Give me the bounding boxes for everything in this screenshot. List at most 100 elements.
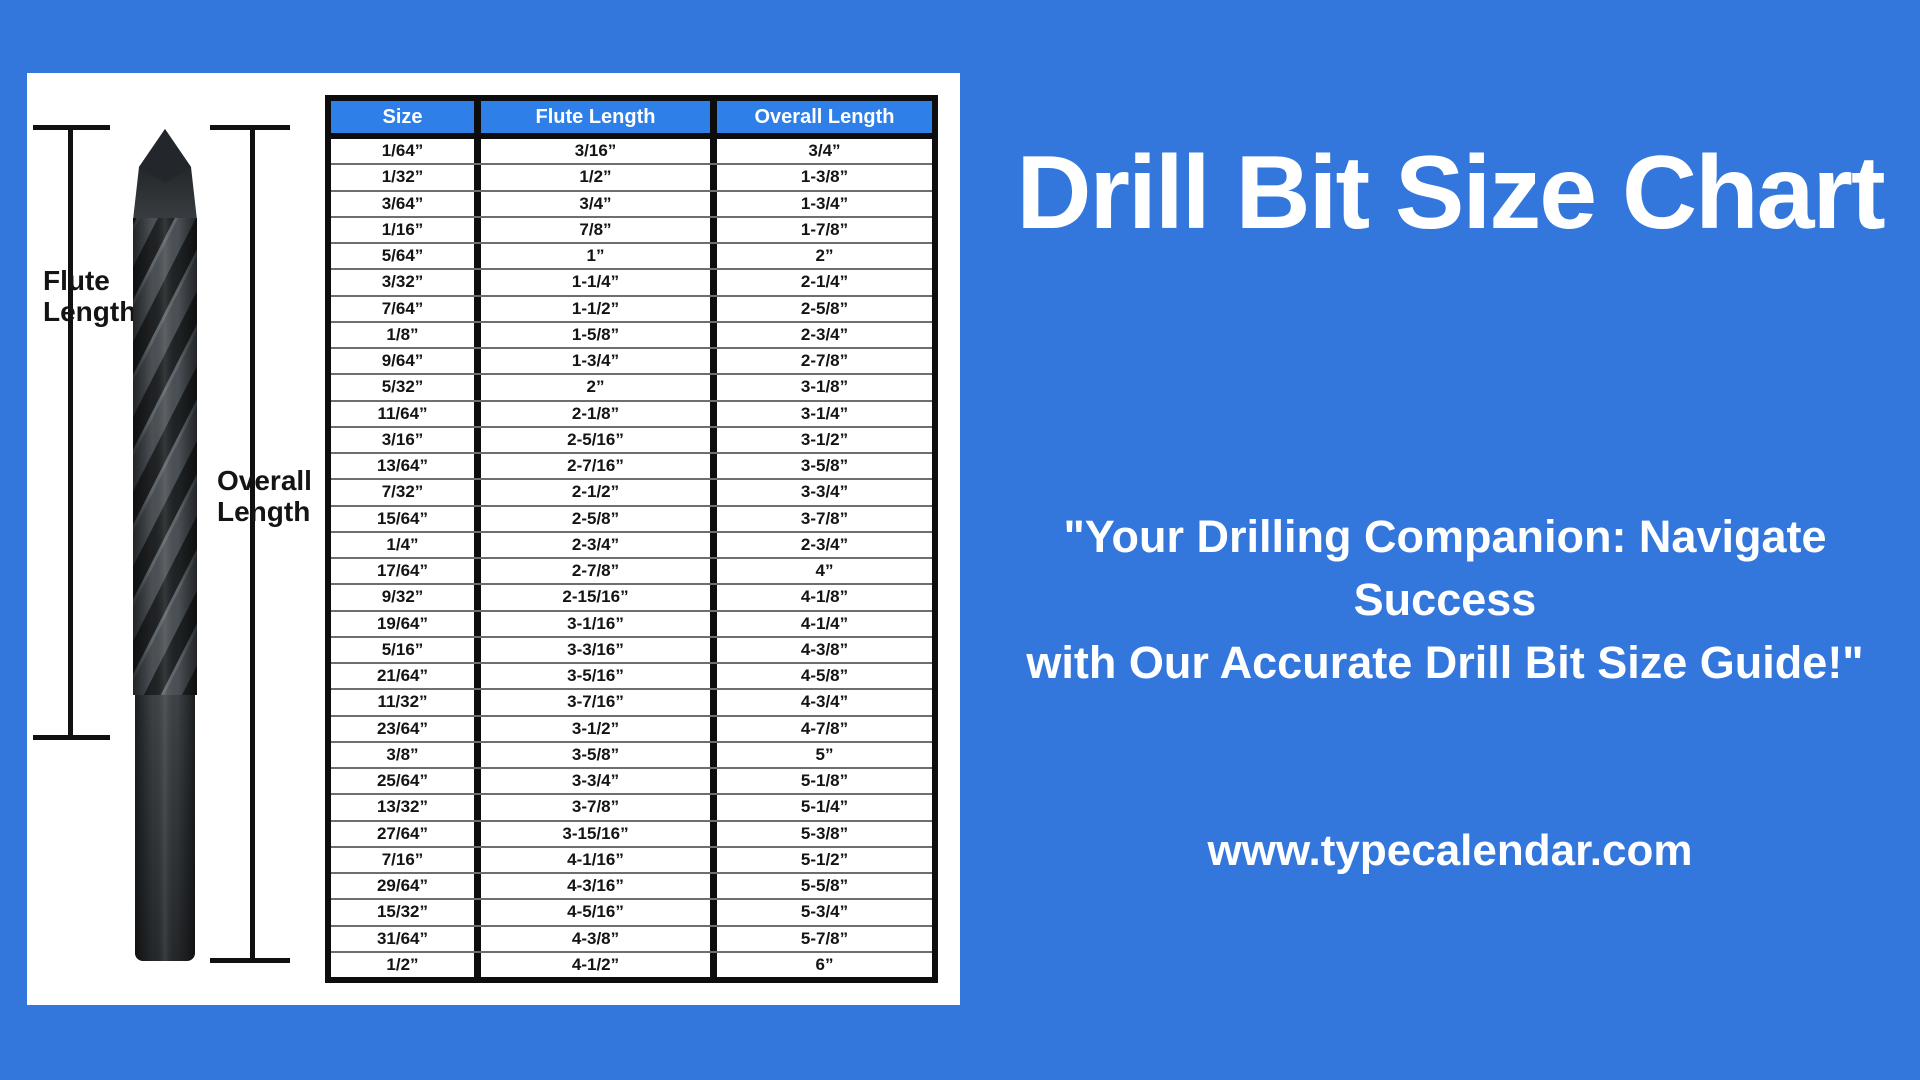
flute-length-cell: 4-5/16” xyxy=(481,900,717,925)
table-row: 31/64” 4-3/8” 5-7/8” xyxy=(331,924,932,951)
drill-tip-facet xyxy=(139,129,191,183)
table-row: 25/64” 3-3/4” 5-1/8” xyxy=(331,767,932,794)
tagline: "Your Drilling Companion: Navigate Succe… xyxy=(985,505,1905,694)
table-row: 15/32” 4-5/16” 5-3/4” xyxy=(331,898,932,925)
flute-length-cell: 2-5/16” xyxy=(481,427,717,452)
flute-length-cell: 1-3/4” xyxy=(481,349,717,374)
flute-length-cell: 2-5/8” xyxy=(481,506,717,531)
flute-dim-line xyxy=(68,127,73,738)
drill-shank-shading xyxy=(135,695,195,961)
table-row: 9/64” 1-3/4” 2-7/8” xyxy=(331,347,932,374)
overall-length-cell: 2” xyxy=(815,246,834,266)
size-cell: 13/64” xyxy=(331,454,481,479)
size-cell: 15/32” xyxy=(331,900,481,925)
table-row: 7/32” 2-1/2” 3-3/4” xyxy=(331,478,932,505)
table-row: 5/32” 2” 3-1/8” xyxy=(331,373,932,400)
overall-length-cell: 4-7/8” xyxy=(800,718,849,738)
size-cell: 9/32” xyxy=(331,585,481,610)
overall-length-label: Overall Length xyxy=(217,465,312,527)
flute-length-cell: 3-1/2” xyxy=(481,716,717,741)
size-cell: 7/16” xyxy=(331,847,481,872)
size-cell: 31/64” xyxy=(331,926,481,951)
table-row: 5/64” 1” 2” xyxy=(331,242,932,269)
table-row: 9/32” 2-15/16” 4-1/8” xyxy=(331,583,932,610)
flute-length-cell: 3-15/16” xyxy=(481,821,717,846)
table-row: 27/64” 3-15/16” 5-3/8” xyxy=(331,819,932,846)
flute-length-cell: 2-7/16” xyxy=(481,454,717,479)
flute-length-cell: 1/2” xyxy=(481,165,717,190)
flute-length-cell: 2-7/8” xyxy=(481,559,717,584)
overall-dim-bottom-bar xyxy=(210,958,290,963)
table-row: 1/2” 4-1/2” 6” xyxy=(331,950,932,977)
flute-length-cell: 1-5/8” xyxy=(481,322,717,347)
tagline-line2: with Our Accurate Drill Bit Size Guide!" xyxy=(1026,637,1864,688)
table-row: 13/64” 2-7/16” 3-5/8” xyxy=(331,452,932,479)
overall-length-cell: 3-7/8” xyxy=(800,508,849,528)
size-cell: 5/16” xyxy=(331,637,481,662)
overall-length-cell: 3-1/8” xyxy=(800,377,849,397)
flute-length-cell: 2-1/2” xyxy=(481,480,717,505)
flute-length-label-line2: Length xyxy=(43,296,137,327)
flute-length-cell: 2-3/4” xyxy=(481,532,717,557)
overall-length-cell: 1-3/8” xyxy=(800,167,849,187)
table-body: 1/64” 3/16” 3/4” 1/32” 1/2” 1-3/8” 3/64” 3/4” 1-… xyxy=(331,139,932,977)
size-cell: 1/2” xyxy=(331,952,481,977)
overall-length-cell: 5-1/4” xyxy=(800,797,849,817)
overall-length-cell: 4-1/4” xyxy=(800,613,849,633)
size-cell: 27/64” xyxy=(331,821,481,846)
flute-length-cell: 7/8” xyxy=(481,217,717,242)
overall-length-cell: 2-7/8” xyxy=(800,351,849,371)
flute-length-cell: 1-1/2” xyxy=(481,296,717,321)
header-overall-length: Overall Length xyxy=(717,101,932,133)
overall-length-cell: 4-5/8” xyxy=(800,666,849,686)
overall-length-label-line1: Overall xyxy=(217,465,312,496)
overall-length-label-line2: Length xyxy=(217,496,311,527)
size-cell: 5/64” xyxy=(331,244,481,269)
flute-length-cell: 4-3/16” xyxy=(481,874,717,899)
table-row: 3/32” 1-1/4” 2-1/4” xyxy=(331,268,932,295)
table-row: 11/64” 2-1/8” 3-1/4” xyxy=(331,399,932,426)
flute-length-cell: 3/16” xyxy=(481,139,717,164)
flute-length-cell: 3-7/8” xyxy=(481,795,717,820)
overall-length-cell: 4-3/4” xyxy=(800,692,849,712)
flute-length-cell: 4-1/16” xyxy=(481,847,717,872)
table-row: 1/8” 1-5/8” 2-3/4” xyxy=(331,320,932,347)
table-row: 1/64” 3/16” 3/4” xyxy=(331,139,932,164)
size-cell: 17/64” xyxy=(331,559,481,584)
flute-length-cell: 3-3/4” xyxy=(481,769,717,794)
table-row: 3/16” 2-5/16” 3-1/2” xyxy=(331,425,932,452)
overall-length-cell: 1-7/8” xyxy=(800,219,849,239)
overall-dim-line xyxy=(250,127,255,961)
size-cell: 3/32” xyxy=(331,270,481,295)
table-row: 23/64” 3-1/2” 4-7/8” xyxy=(331,714,932,741)
flute-length-label-line1: Flute xyxy=(43,265,110,296)
drill-bit-illustration xyxy=(133,129,197,961)
overall-length-cell: 3-3/4” xyxy=(800,482,849,502)
table-row: 3/8” 3-5/8” 5” xyxy=(331,740,932,767)
website-url: www.typecalendar.com xyxy=(1207,826,1693,875)
size-cell: 11/32” xyxy=(331,690,481,715)
overall-length-cell: 4-1/8” xyxy=(800,587,849,607)
flute-length-cell: 4-3/8” xyxy=(481,926,717,951)
table-row: 21/64” 3-5/16” 4-5/8” xyxy=(331,662,932,689)
overall-length-cell: 2-3/4” xyxy=(800,324,849,344)
overall-length-cell: 1-3/4” xyxy=(800,193,849,213)
table-row: 1/4” 2-3/4” 2-3/4” xyxy=(331,530,932,557)
overall-length-cell: 3-1/2” xyxy=(800,429,849,449)
page-title: Drill Bit Size Chart xyxy=(1016,135,1885,251)
size-cell: 25/64” xyxy=(331,769,481,794)
size-cell: 11/64” xyxy=(331,401,481,426)
flute-length-cell: 1” xyxy=(481,244,717,269)
table-row: 29/64” 4-3/16” 5-5/8” xyxy=(331,872,932,899)
size-cell: 29/64” xyxy=(331,874,481,899)
overall-length-cell: 2-3/4” xyxy=(800,534,849,554)
flute-length-cell: 3-5/8” xyxy=(481,742,717,767)
overall-length-cell: 3/4” xyxy=(808,141,841,161)
size-cell: 15/64” xyxy=(331,506,481,531)
overall-length-cell: 4” xyxy=(815,561,834,581)
overall-length-cell: 6” xyxy=(815,954,834,974)
header-size: Size xyxy=(331,101,481,133)
table-row: 11/32” 3-7/16” 4-3/4” xyxy=(331,688,932,715)
size-cell: 7/32” xyxy=(331,480,481,505)
